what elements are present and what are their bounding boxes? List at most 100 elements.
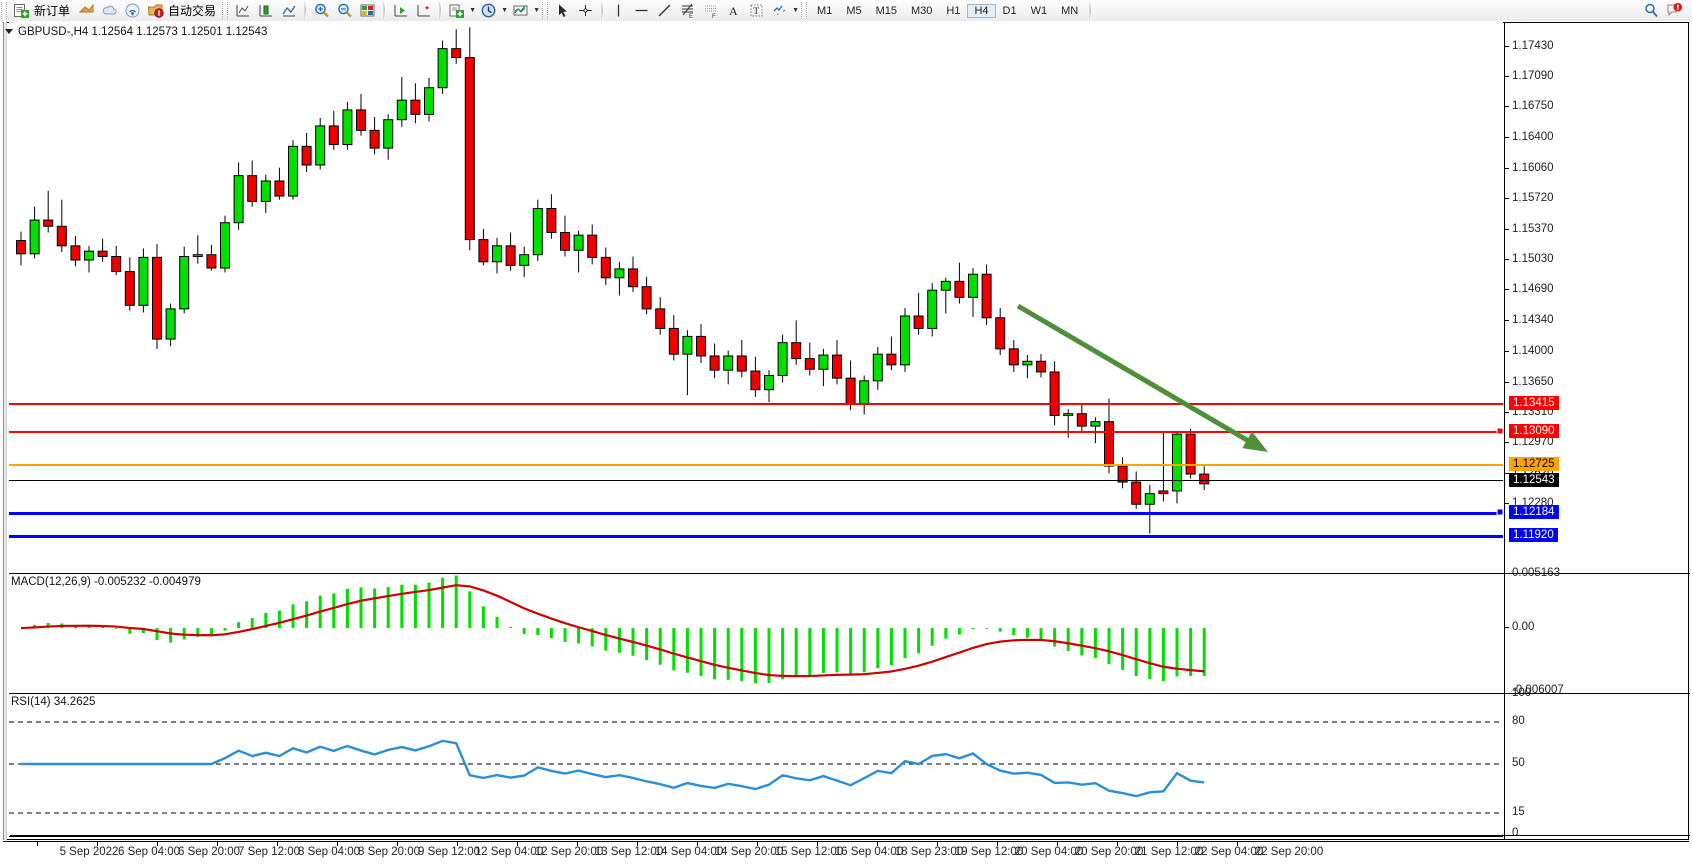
rsi-pane[interactable]: RSI(14) 34.2625 — [9, 693, 1503, 837]
data-window-icon — [415, 2, 432, 19]
timeframe-m30[interactable]: M30 — [911, 4, 933, 17]
time-tick — [937, 842, 938, 846]
crosshair-button[interactable] — [574, 1, 597, 21]
timeframe-w1[interactable]: W1 — [1030, 4, 1048, 17]
chart-left-splitter[interactable] — [3, 22, 7, 840]
price-axis-label: 1.17430 — [1512, 39, 1554, 52]
hline-last-price[interactable] — [9, 480, 1503, 482]
price-tag-last-price[interactable]: 1.12543 — [1509, 473, 1559, 488]
crosshair-icon — [577, 2, 594, 19]
timeframe-d1[interactable]: D1 — [1002, 4, 1017, 17]
new-order-button[interactable]: 新订单 — [10, 1, 75, 21]
search-button[interactable] — [1640, 1, 1663, 21]
indicators-list-button[interactable] — [509, 1, 532, 21]
shapes-button[interactable] — [768, 1, 791, 21]
timeframe-h4[interactable]: H4 — [967, 3, 996, 18]
fibonacci-button[interactable]: E — [676, 1, 699, 21]
bar-chart-button[interactable] — [75, 1, 98, 21]
indicator-button[interactable] — [231, 1, 254, 21]
hline-1-12725[interactable] — [9, 463, 1503, 466]
svg-text:T: T — [754, 6, 760, 16]
zoom-in-button[interactable] — [310, 1, 333, 21]
hline-1-11920[interactable] — [9, 535, 1503, 539]
data-window-button[interactable] — [412, 1, 435, 21]
macd-pane[interactable]: MACD(12,26,9) -0.005232 -0.004979 — [9, 573, 1503, 694]
toolbar-grip[interactable] — [1, 2, 7, 19]
toolbar-grip-2[interactable] — [222, 2, 229, 19]
hline-1-13090-anchor[interactable] — [1496, 427, 1504, 435]
timeframe-h1[interactable]: H1 — [946, 4, 961, 17]
cloud-button[interactable] — [98, 1, 121, 21]
time-axis-label: 14 Sep 20:00 — [714, 846, 784, 858]
toolbar-grip-3[interactable] — [542, 2, 549, 19]
text-button[interactable]: A — [722, 1, 745, 21]
templates-chevron-down-icon[interactable]: ▼ — [469, 7, 476, 14]
signal-button[interactable] — [121, 1, 144, 21]
shapes-chevron-down-icon[interactable]: ▼ — [792, 7, 799, 14]
time-tick — [997, 842, 998, 846]
cursor-button[interactable] — [551, 1, 574, 21]
time-axis-label: 8 Sep 20:00 — [357, 846, 421, 858]
time-axis-label: 12 Sep 04:00 — [474, 846, 544, 858]
expert-button[interactable] — [389, 1, 412, 21]
scale-tick — [1505, 289, 1509, 291]
equidistant-channel-button[interactable]: F — [699, 1, 722, 21]
periodicity-button[interactable] — [477, 1, 500, 21]
toolbar-grip-4[interactable] — [801, 2, 808, 19]
time-tick — [517, 842, 518, 846]
price-tag-support-2[interactable]: 1.11920 — [1509, 528, 1558, 543]
timeframe-mn[interactable]: MN — [1061, 4, 1079, 17]
indicators-chevron-down-icon[interactable]: ▼ — [533, 7, 540, 14]
rsi-axis-label: 80 — [1512, 715, 1525, 727]
price-tag-resistance-2[interactable]: 1.13090 — [1509, 424, 1559, 439]
price-axis-label: 1.17090 — [1512, 70, 1554, 83]
price-tag-resistance-1[interactable]: 1.13415 — [1509, 395, 1559, 410]
price-scale[interactable]: 1.17430 1.17090 1.16750 1.16400 1.16060 1.157… — [10, 22, 1690, 840]
pane-divider — [10, 835, 1690, 836]
svg-text:A: A — [729, 4, 738, 18]
svg-text:E: E — [689, 14, 693, 19]
trendline-button[interactable] — [653, 1, 676, 21]
hline-1-12184-anchor[interactable] — [1496, 508, 1504, 516]
text-icon: A — [725, 2, 742, 19]
timeframe-m5[interactable]: M5 — [846, 4, 862, 17]
tile-windows-button[interactable] — [356, 1, 379, 21]
timeframe-m1[interactable]: M1 — [817, 4, 833, 17]
hline-1-13415[interactable] — [9, 402, 1503, 405]
alert-button[interactable] — [1663, 1, 1686, 21]
hline-1-13090[interactable] — [9, 431, 1503, 434]
time-axis-label: 18 Sep 23:00 — [894, 846, 964, 858]
time-axis-label: 16 Sep 04:00 — [834, 846, 904, 858]
horizontal-line-button[interactable] — [630, 1, 653, 21]
bar-chart-icon — [78, 2, 95, 19]
signal-icon — [124, 2, 141, 19]
indicators-list-icon — [512, 2, 529, 19]
vertical-line-button[interactable] — [607, 1, 630, 21]
zoom-out-button[interactable] — [333, 1, 356, 21]
price-tag-support-1[interactable]: 1.12184 — [1509, 504, 1559, 519]
timeframe-m15[interactable]: M15 — [875, 4, 897, 17]
alert-icon — [1666, 2, 1683, 19]
line-chart-button[interactable] — [277, 1, 300, 21]
triangle-down-icon[interactable] — [5, 29, 13, 34]
templates-button[interactable] — [445, 1, 468, 21]
object-button[interactable] — [254, 1, 277, 21]
horizontal-line-icon — [633, 2, 650, 19]
hline-1-12184[interactable] — [9, 511, 1503, 515]
text-label-button[interactable]: T — [745, 1, 768, 21]
price-pane[interactable] — [9, 22, 1504, 570]
time-scale[interactable]: 5 Sep 2022 6 Sep 04:00 6 Sep 20:00 7 Sep 12… — [3, 841, 1689, 864]
price-tag-pivot[interactable]: 1.12725 — [1509, 456, 1559, 471]
symbol-info-bar: GBPUSD-,H4 1.12564 1.12573 1.12501 1.125… — [5, 24, 267, 39]
shapes-icon — [771, 2, 788, 19]
price-axis-label: 1.15030 — [1512, 253, 1554, 266]
price-axis-label: 1.12970 — [1512, 436, 1554, 449]
scale-tick — [1505, 45, 1509, 47]
autotrading-label: 自动交易 — [168, 4, 217, 18]
periodicity-chevron-down-icon[interactable]: ▼ — [501, 7, 508, 14]
equidistant-channel-icon: F — [702, 2, 719, 19]
time-tick — [1237, 842, 1238, 846]
scale-tick — [1505, 106, 1509, 108]
time-tick — [337, 842, 338, 846]
autotrading-button[interactable]: 自动交易 — [144, 1, 221, 21]
